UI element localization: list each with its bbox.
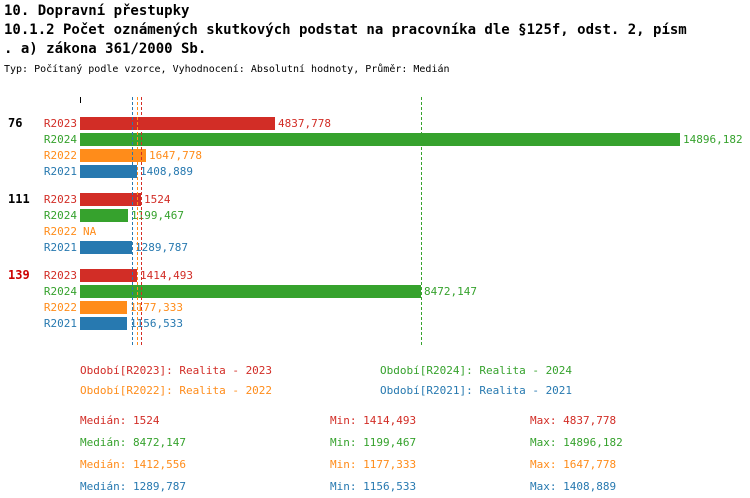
group-label: 76	[8, 116, 23, 130]
stat-median: Medián: 1412,556	[80, 458, 186, 471]
stat-max: Max: 1647,778	[530, 458, 617, 471]
stat-min: Min: 1177,333	[330, 458, 417, 471]
series-label: R2023	[43, 193, 77, 206]
bar-row: 111 R2023 1524	[0, 193, 750, 206]
stats-row-r2024: Medián: 8472,147 Min: 1199,467 Max: 1489…	[0, 436, 750, 450]
bar	[80, 117, 275, 130]
chart-legend: Období[R2023]: Realita - 2023 Období[R20…	[0, 358, 750, 402]
series-label: R2021	[43, 317, 77, 330]
series-label: R2024	[43, 133, 77, 146]
bar-value-label: 1199,467	[131, 209, 184, 222]
stat-median: Medián: 1289,787	[80, 480, 186, 493]
bar-row: R2022 NA	[0, 225, 750, 238]
series-label: R2021	[43, 241, 77, 254]
bar	[80, 269, 137, 282]
chart-subtitle-line2: . a) zákona 361/2000 Sb.	[4, 41, 207, 57]
series-label: R2023	[43, 269, 77, 282]
legend-item-r2023: Období[R2023]: Realita - 2023	[80, 364, 273, 377]
bar-row: R2021 1156,533	[0, 317, 750, 330]
bar	[80, 165, 137, 178]
bar-row: R2024 14896,182	[0, 133, 750, 146]
legend-item-r2021: Období[R2021]: Realita - 2021	[380, 384, 573, 397]
stat-max: Max: 1408,889	[530, 480, 617, 493]
stats-row-r2022: Medián: 1412,556 Min: 1177,333 Max: 1647…	[0, 458, 750, 472]
legend-item-r2024: Období[R2024]: Realita - 2024	[380, 364, 573, 377]
bar-value-label: 8472,147	[424, 285, 477, 298]
bar	[80, 149, 146, 162]
bar-value-label: NA	[83, 225, 97, 238]
bar	[80, 209, 128, 222]
bar	[80, 133, 680, 146]
bar-row: 139 R2023 1414,493	[0, 269, 750, 282]
stats-row-r2021: Medián: 1289,787 Min: 1156,533 Max: 1408…	[0, 480, 750, 494]
bar-value-label: 1177,333	[130, 301, 183, 314]
chart-header: 10. Dopravní přestupky 10.1.2 Počet ozná…	[4, 2, 687, 59]
bar	[80, 193, 141, 206]
bar-group-111: 111 R2023 1524 R2024 1199,467 R2022 NA R…	[0, 193, 750, 254]
bar	[80, 285, 421, 298]
page-title: 10. Dopravní přestupky	[4, 3, 190, 19]
stat-min: Min: 1414,493	[330, 414, 417, 427]
axis-origin-tick	[80, 97, 81, 103]
bar	[80, 301, 127, 314]
bar-row: R2024 1199,467	[0, 209, 750, 222]
bar-groups: 76 R2023 4837,778 R2024 14896,182 R2022 …	[0, 117, 750, 345]
stats-row-r2023: Medián: 1524 Min: 1414,493 Max: 4837,778	[0, 414, 750, 428]
stat-min: Min: 1156,533	[330, 480, 417, 493]
series-label: R2022	[43, 225, 77, 238]
stat-max: Max: 4837,778	[530, 414, 617, 427]
bar-value-label: 1414,493	[140, 269, 193, 282]
series-label: R2021	[43, 165, 77, 178]
bar-value-label: 1524	[144, 193, 171, 206]
bar-row: R2022 1647,778	[0, 149, 750, 162]
stat-min: Min: 1199,467	[330, 436, 417, 449]
series-label: R2024	[43, 209, 77, 222]
bar-group-76: 76 R2023 4837,778 R2024 14896,182 R2022 …	[0, 117, 750, 178]
bar-chart: 76 R2023 4837,778 R2024 14896,182 R2022 …	[0, 95, 750, 350]
bar-value-label: 14896,182	[683, 133, 743, 146]
bar-row: 76 R2023 4837,778	[0, 117, 750, 130]
bar-value-label: 1647,778	[149, 149, 202, 162]
bar-row: R2021 1408,889	[0, 165, 750, 178]
stat-median: Medián: 1524	[80, 414, 160, 427]
chart-meta-info: Typ: Počítaný podle vzorce, Vyhodnocení:…	[4, 64, 450, 75]
bar-row: R2022 1177,333	[0, 301, 750, 314]
group-label-highlighted: 139	[8, 268, 30, 282]
group-label: 111	[8, 192, 30, 206]
stat-median: Medián: 8472,147	[80, 436, 186, 449]
bar-value-label: 1408,889	[140, 165, 193, 178]
bar-value-label: 1289,787	[135, 241, 188, 254]
bar-row: R2024 8472,147	[0, 285, 750, 298]
chart-subtitle-line1: 10.1.2 Počet oznámených skutkových podst…	[4, 22, 687, 38]
series-label: R2024	[43, 285, 77, 298]
bar	[80, 317, 127, 330]
bar	[80, 241, 132, 254]
series-label: R2023	[43, 117, 77, 130]
legend-item-r2022: Období[R2022]: Realita - 2022	[80, 384, 273, 397]
bar-group-139: 139 R2023 1414,493 R2024 8472,147 R2022 …	[0, 269, 750, 330]
series-label: R2022	[43, 301, 77, 314]
stat-max: Max: 14896,182	[530, 436, 623, 449]
bar-value-label: 1156,533	[130, 317, 183, 330]
bar-row: R2021 1289,787	[0, 241, 750, 254]
series-label: R2022	[43, 149, 77, 162]
bar-value-label: 4837,778	[278, 117, 331, 130]
